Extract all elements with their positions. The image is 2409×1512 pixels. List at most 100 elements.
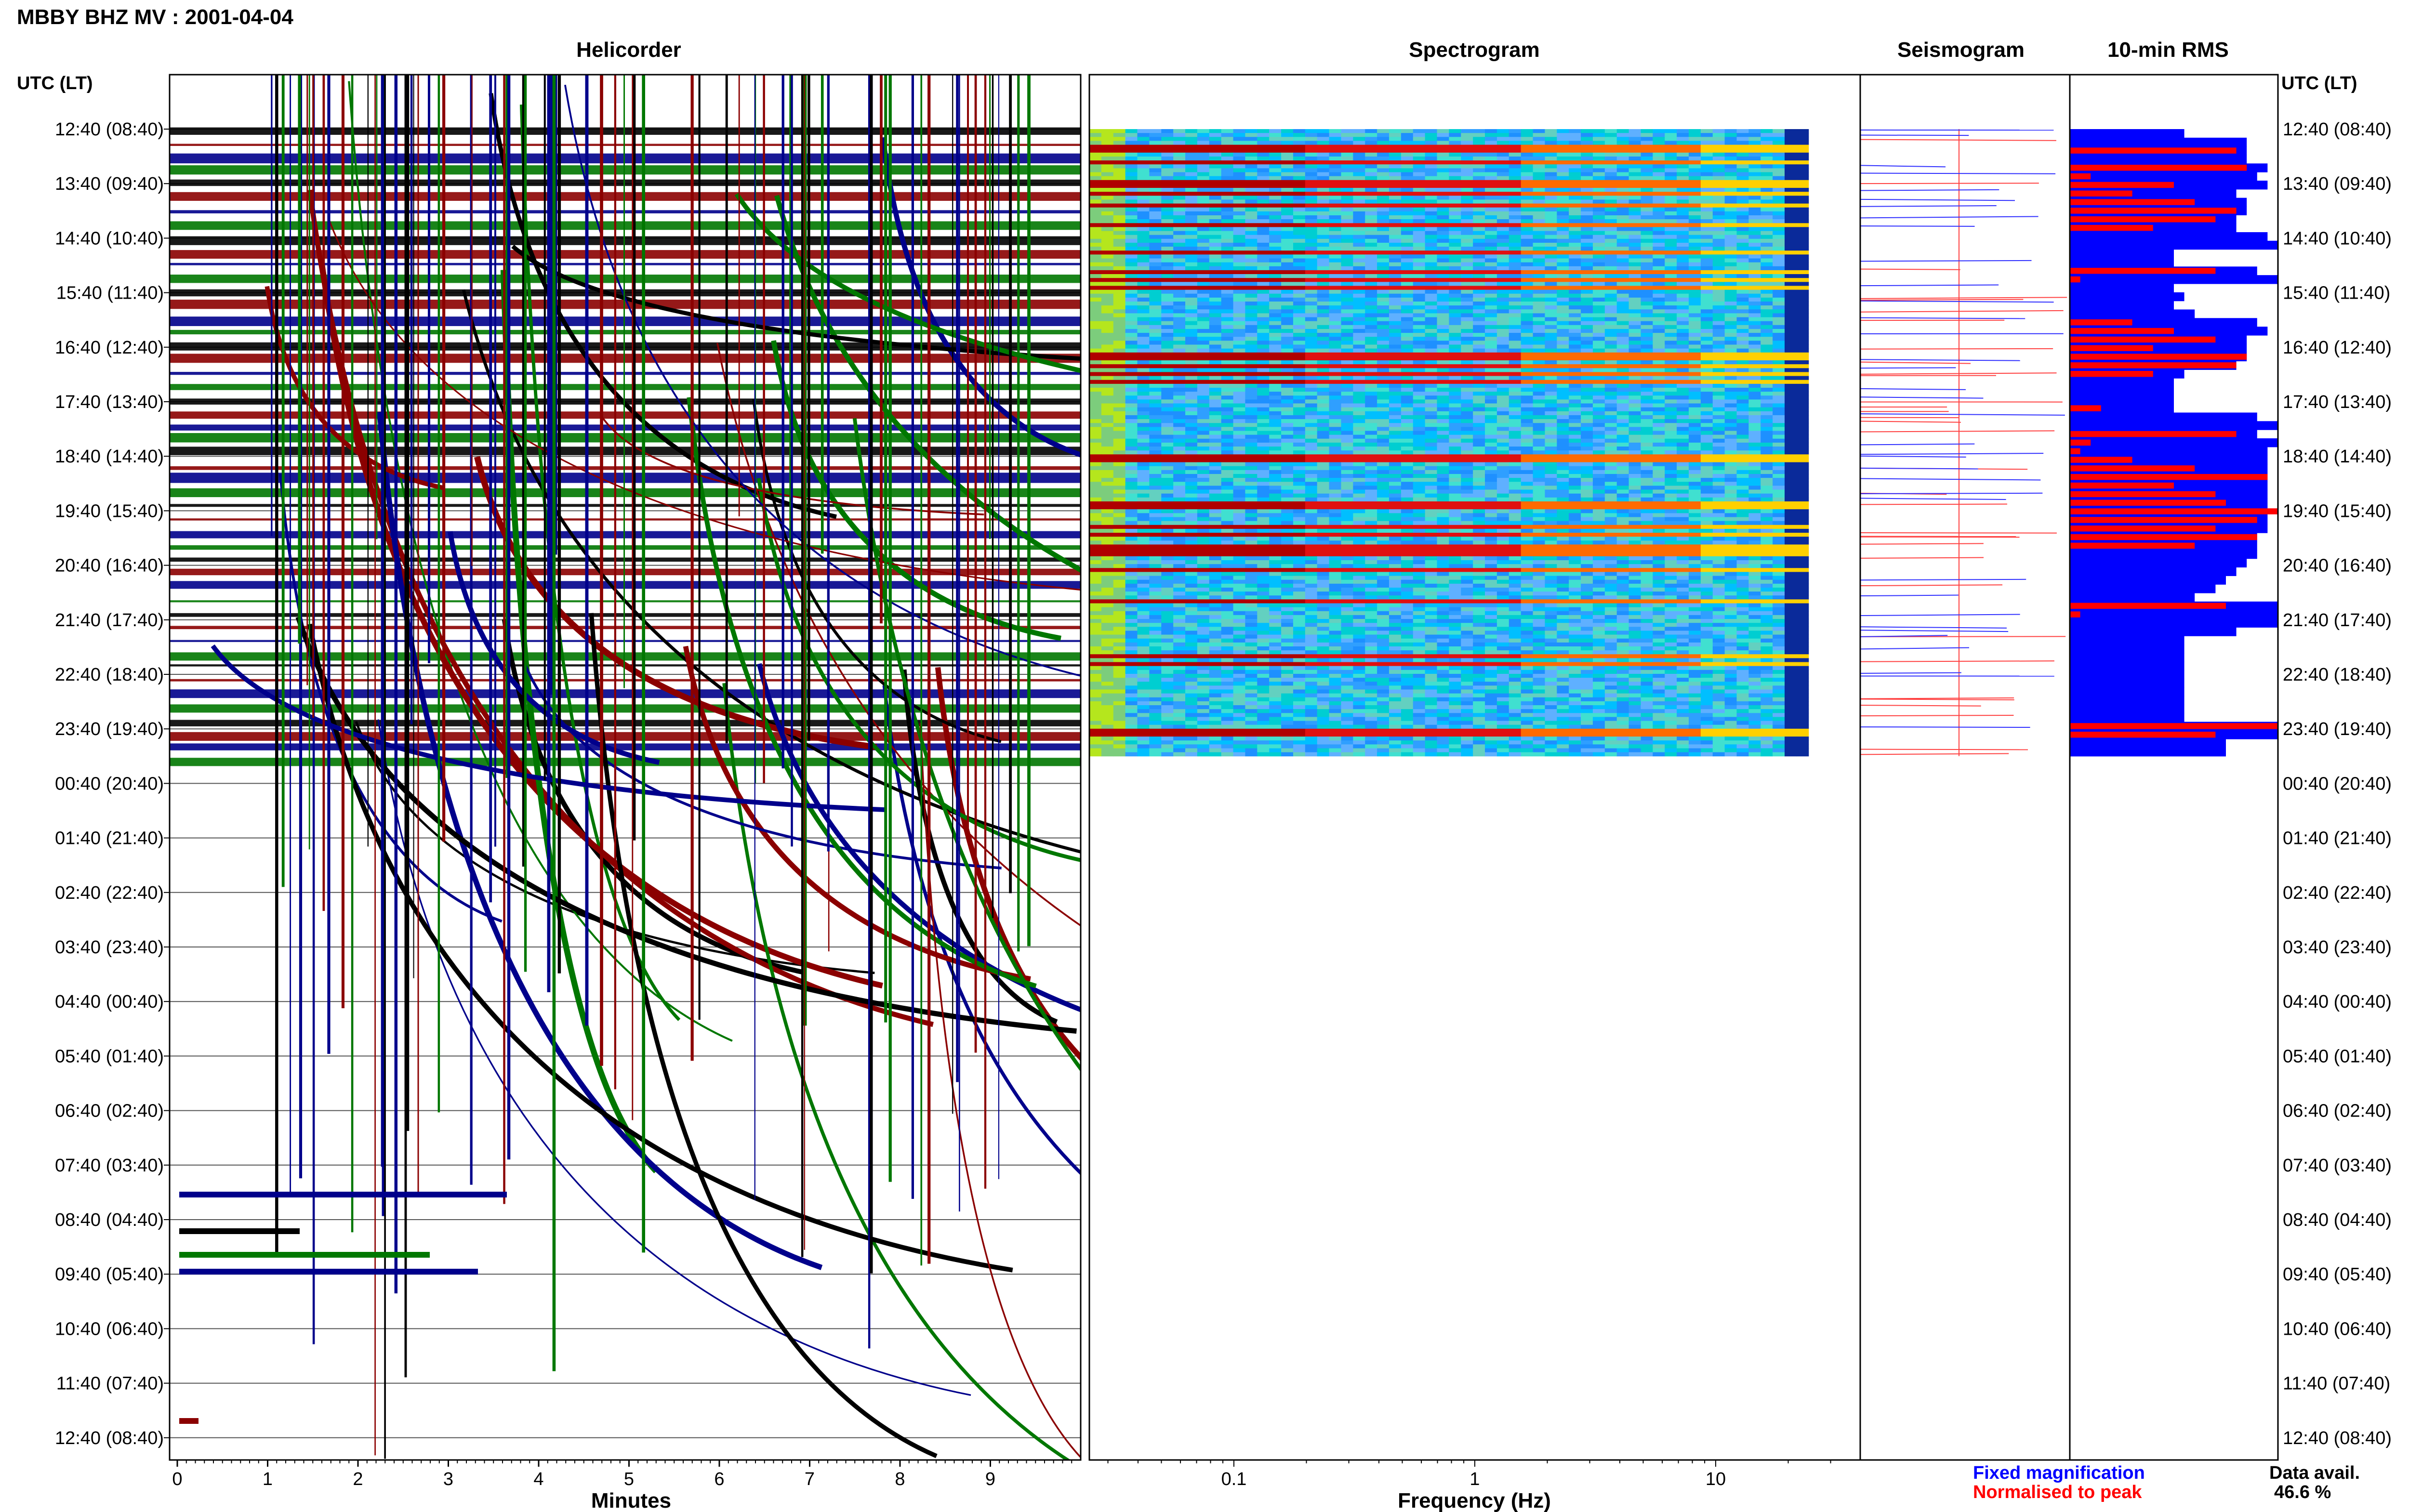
spectrogram-cell: [1712, 278, 1725, 282]
spectrogram-cell: [1616, 341, 1629, 345]
spectrogram-cell: [1401, 270, 1414, 275]
spectrogram-cell: [1113, 431, 1126, 435]
spectrogram-cell: [1185, 242, 1198, 247]
spectrogram-cell: [1485, 368, 1497, 372]
spectrogram-cell: [1592, 325, 1605, 329]
spectrogram-cell: [1545, 447, 1557, 451]
spectrogram-cell: [1233, 250, 1245, 255]
spectrogram-cell: [1173, 447, 1186, 451]
spectrogram-cell: [1413, 399, 1426, 404]
spectrogram-cell: [1760, 258, 1773, 263]
spectrogram-cell: [1413, 356, 1426, 361]
spectrogram-cell: [1173, 442, 1186, 447]
spectrogram-cell: [1281, 129, 1294, 133]
spectrogram-cell: [1653, 196, 1665, 200]
spectrogram-cell: [1389, 372, 1402, 377]
spectrogram-cell: [1233, 148, 1245, 153]
spectrogram-cell: [1341, 442, 1353, 447]
spectrogram-cell: [1209, 368, 1222, 372]
spectrogram-cell: [1689, 407, 1701, 412]
spectrogram-cell: [1748, 376, 1761, 381]
spectrogram-cell: [1401, 360, 1414, 365]
spectrogram-cell: [1161, 293, 1174, 298]
spectrogram-cell: [1724, 219, 1737, 224]
spectrogram-cell: [1509, 156, 1522, 161]
spectrogram-cell: [1604, 427, 1617, 431]
spectrogram-cell: [1101, 196, 1114, 200]
spectrogram-cell: [1353, 286, 1365, 290]
spectrogram-cell: [1377, 137, 1390, 141]
spectrogram-cell: [1569, 278, 1581, 282]
spectrogram-cell: [1509, 387, 1522, 392]
spectrogram-cell: [1604, 215, 1617, 220]
spectrogram-cell: [1689, 199, 1701, 204]
spectrogram-cell: [1521, 250, 1534, 255]
spectrogram-cell: [1521, 148, 1534, 153]
spectrogram-cell: [1305, 235, 1318, 239]
spectrogram-cell: [1496, 372, 1509, 377]
spectrogram-cell: [1712, 180, 1725, 184]
spectrogram-cell: [1305, 447, 1318, 451]
spectrogram-cell: [1281, 317, 1294, 322]
spectrogram-cell: [1245, 148, 1257, 153]
spectrogram-cell: [1341, 160, 1353, 165]
spectrogram-cell: [1245, 168, 1257, 172]
spectrogram-cell: [1485, 129, 1497, 133]
spectrogram-cell: [1677, 301, 1689, 306]
spectrogram-cell: [1197, 145, 1210, 149]
spectrogram-cell: [1785, 372, 1797, 377]
spectrogram-cell: [1712, 231, 1725, 236]
spectrogram-cell: [1305, 172, 1318, 177]
spectrogram-cell: [1089, 219, 1102, 224]
spectrogram-cell: [1641, 129, 1653, 133]
spectrogram-cell: [1641, 227, 1653, 232]
spectrogram-cell: [1245, 250, 1257, 255]
spectrogram-cell: [1413, 172, 1426, 177]
spectrogram-cell: [1736, 238, 1749, 243]
spectrogram-cell: [1545, 203, 1557, 208]
spectrogram-cell: [1161, 199, 1174, 204]
spectrogram-cell: [1125, 356, 1138, 361]
spectrogram-cell: [1724, 282, 1737, 286]
spectrogram-cell: [1700, 415, 1713, 420]
spectrogram-cell: [1700, 274, 1713, 278]
spectrogram-cell: [1101, 368, 1114, 372]
spectrogram-cell: [1557, 137, 1569, 141]
spectrogram-cell: [1760, 309, 1773, 314]
spectrogram-cell: [1425, 380, 1438, 384]
spectrogram-cell: [1329, 231, 1341, 236]
spectrogram-cell: [1209, 235, 1222, 239]
spectrogram-cell: [1485, 427, 1497, 431]
spectrogram-cell: [1245, 262, 1257, 267]
spectrogram-cell: [1604, 415, 1617, 420]
spectrogram-cell: [1736, 219, 1749, 224]
spectrogram-cell: [1473, 364, 1485, 368]
spectrogram-cell: [1293, 341, 1306, 345]
spectrogram-cell: [1245, 172, 1257, 177]
spectrogram-cell: [1461, 387, 1473, 392]
spectrogram-cell: [1509, 254, 1522, 259]
spectrogram-cell: [1628, 447, 1641, 451]
spectrogram-cell: [1653, 238, 1665, 243]
spectrogram-cell: [1449, 372, 1461, 377]
spectrogram-cell: [1461, 270, 1473, 275]
spectrogram-cell: [1413, 286, 1426, 290]
spectrogram-cell: [1748, 211, 1761, 216]
spectrogram-cell: [1581, 278, 1593, 282]
spectrogram-cell: [1712, 447, 1725, 451]
spectrogram-cell: [1545, 133, 1557, 137]
spectrogram-cell: [1341, 333, 1353, 337]
spectrogram-cell: [1641, 325, 1653, 329]
spectrogram-cell: [1245, 254, 1257, 259]
spectrogram-cell: [1509, 427, 1522, 431]
spectrogram-cell: [1281, 196, 1294, 200]
spectrogram-cell: [1221, 254, 1234, 259]
spectrogram-cell: [1449, 376, 1461, 381]
spectrogram-cell: [1748, 313, 1761, 318]
spectrogram-cell: [1461, 152, 1473, 157]
spectrogram-cell: [1616, 317, 1629, 322]
spectrogram-cell: [1496, 227, 1509, 232]
spectrogram-cell: [1592, 305, 1605, 310]
spectrogram-cell: [1137, 215, 1150, 220]
spectrogram-cell: [1365, 364, 1377, 368]
